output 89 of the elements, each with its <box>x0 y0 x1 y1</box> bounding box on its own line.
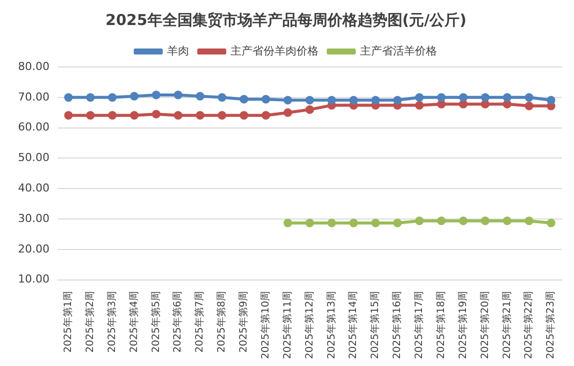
x-tick-label: 2025年第18周 <box>434 290 447 360</box>
point <box>458 93 468 102</box>
point <box>480 93 490 102</box>
point <box>152 90 160 100</box>
y-tick-label: 60.00 <box>18 120 50 134</box>
legend-label: 主产省份羊肉价格 <box>230 44 318 58</box>
x-tick-label: 2025年第14周 <box>347 290 360 360</box>
point <box>240 111 248 120</box>
point <box>218 93 226 102</box>
point <box>415 216 424 226</box>
x-tick-label: 2025年第11周 <box>281 290 294 360</box>
x-tick-label: 2025年第8周 <box>216 290 228 353</box>
point <box>437 100 446 108</box>
point <box>371 96 380 104</box>
point <box>86 93 95 102</box>
point <box>305 105 314 114</box>
point <box>64 93 73 102</box>
point <box>305 218 314 228</box>
point <box>458 100 468 108</box>
x-tick-label: 2025年第4周 <box>128 290 140 353</box>
point <box>240 94 248 104</box>
point <box>458 216 468 226</box>
y-tick-label: 50.00 <box>18 151 50 164</box>
point <box>108 93 117 102</box>
x-tick-label: 2025年第21周 <box>500 290 513 360</box>
point <box>284 108 292 117</box>
legend-label: 羊肉 <box>166 44 189 58</box>
x-tick-label: 2025年第2周 <box>84 290 96 353</box>
point <box>130 92 139 100</box>
point <box>524 216 534 226</box>
x-tick-label: 2025年第12周 <box>303 290 316 360</box>
x-tick-label: 2025年第20周 <box>478 290 491 360</box>
x-tick-label: 2025年第19周 <box>456 290 469 360</box>
y-tick-label: 40.00 <box>18 181 50 194</box>
point <box>349 218 358 228</box>
x-tick-label: 2025年第6周 <box>172 290 184 353</box>
legend-label: 主产省活羊价格 <box>360 44 437 58</box>
x-tick-label: 2025年第5周 <box>150 290 162 353</box>
point <box>415 93 424 102</box>
point <box>262 111 270 120</box>
x-tick-label: 2025年第1周 <box>62 290 74 353</box>
point <box>130 111 139 120</box>
point <box>524 93 534 102</box>
x-tick-label: 2025年第15周 <box>369 290 382 360</box>
point <box>86 111 95 120</box>
point <box>262 94 270 104</box>
point <box>502 93 512 102</box>
point <box>524 102 534 110</box>
point <box>108 111 117 120</box>
y-tick-label: 20.00 <box>18 242 50 256</box>
point <box>218 111 226 120</box>
x-tick-label: 2025年第10周 <box>259 290 272 360</box>
point <box>415 101 424 110</box>
x-tick-label: 2025年第3周 <box>106 290 118 353</box>
point <box>284 96 292 104</box>
x-tick-label: 2025年第7周 <box>194 290 206 353</box>
point <box>174 90 182 100</box>
point <box>393 96 402 104</box>
point <box>437 93 446 102</box>
point <box>196 92 204 100</box>
point <box>502 216 512 226</box>
x-tick-label: 2025年第13周 <box>325 290 338 360</box>
point <box>437 216 446 226</box>
point <box>546 96 556 104</box>
point <box>284 218 292 228</box>
chart-title: 2025年全国集贸市场羊产品每周价格趋势图(元/公斤) <box>106 10 466 29</box>
point <box>546 218 556 228</box>
point <box>371 218 380 228</box>
y-tick-label: 70.00 <box>18 90 50 104</box>
x-tick-label: 2025年第22周 <box>522 290 535 360</box>
x-tick-label: 2025年第23周 <box>544 290 557 360</box>
point <box>327 96 336 104</box>
point <box>196 111 204 120</box>
point <box>480 216 490 226</box>
point <box>502 100 512 108</box>
point <box>327 218 336 228</box>
point <box>480 100 490 108</box>
y-tick-label: 30.00 <box>18 212 50 225</box>
point <box>174 111 182 120</box>
y-tick-label: 10.00 <box>18 272 50 286</box>
point <box>152 110 160 118</box>
y-tick-label: 80.00 <box>18 60 50 73</box>
x-tick-label: 2025年第9周 <box>238 290 250 353</box>
point <box>305 96 314 104</box>
x-tick-label: 2025年第16周 <box>391 290 404 360</box>
point <box>349 96 358 104</box>
x-tick-label: 2025年第17周 <box>413 290 426 360</box>
point <box>393 218 402 228</box>
point <box>64 111 73 120</box>
